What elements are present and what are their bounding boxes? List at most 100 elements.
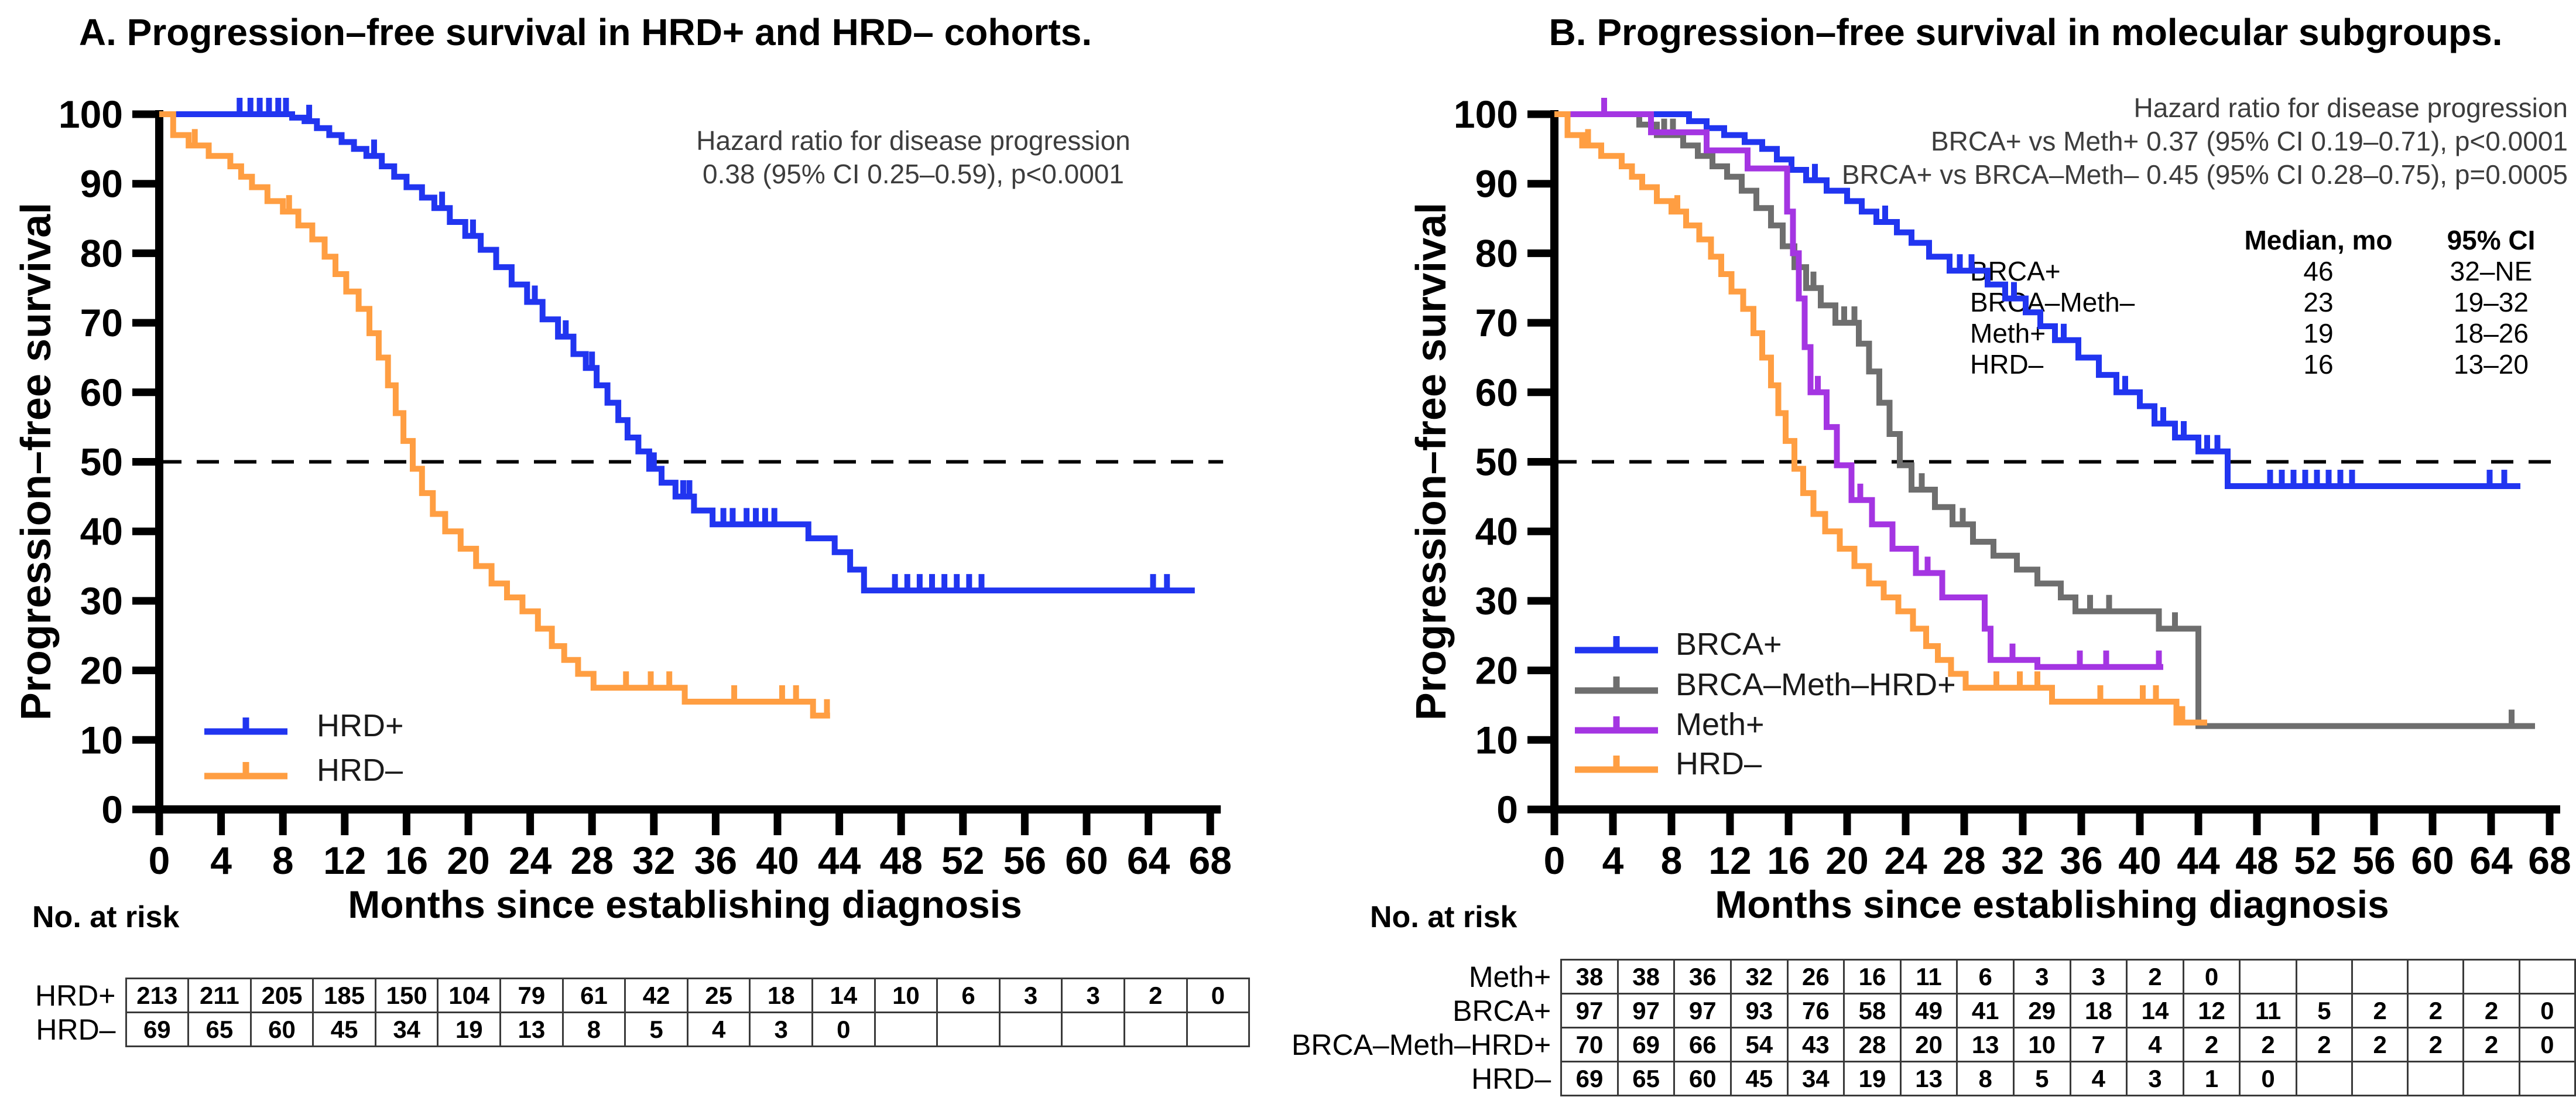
median-table-row-HRD–: HRD– 16 13–20 <box>1970 348 2567 380</box>
risk-cell: 3 <box>2069 959 2128 995</box>
risk-cell: 13 <box>499 1012 564 1047</box>
risk-cell: 66 <box>1673 1027 1732 1062</box>
x-tick-label: 68 <box>2528 839 2571 882</box>
y-tick-label: 100 <box>59 93 123 136</box>
risk-cell <box>873 1012 938 1047</box>
risk-row-label: HRD+ <box>35 979 116 1012</box>
x-tick-label: 60 <box>2411 839 2454 882</box>
risk-cell: 6 <box>1956 959 2015 995</box>
y-tick-label: 80 <box>1475 231 1518 275</box>
risk-cell: 211 <box>187 978 252 1013</box>
y-tick-label: 30 <box>1475 579 1518 623</box>
risk-cell <box>998 1012 1063 1047</box>
panel-b-no-at-risk-label: No. at risk <box>1370 900 1517 934</box>
risk-row-label: HRD– <box>36 1013 116 1046</box>
panel-b-hazard-ratio-annotation: Hazard ratio for disease progression BRCA… <box>1573 91 2568 192</box>
risk-cell: 5 <box>624 1012 688 1047</box>
x-tick-label: 32 <box>2001 839 2044 882</box>
risk-cell: 18 <box>749 978 814 1013</box>
risk-cell: 0 <box>2518 1027 2576 1062</box>
y-tick-label: 10 <box>1475 718 1518 761</box>
median-table-header: Median, mo 95% CI <box>1970 224 2567 255</box>
risk-cell: 2 <box>2462 993 2520 1028</box>
risk-row-HRD–: HRD– 69 65 60 45 34 19 13 8 5 4 3 0 <box>9 1012 1251 1047</box>
panel-b: B. Progression–free survival in molecula… <box>1288 0 2576 1114</box>
risk-cell: 25 <box>686 978 751 1013</box>
risk-cell: 2 <box>2351 993 2409 1028</box>
panel-a-risk-table: HRD+ 213 211 205 185 150 104 79 61 42 25 18 14 10 6 3 3 2… <box>9 978 1251 1047</box>
risk-cell: 36 <box>1673 959 1732 995</box>
risk-cell: 5 <box>2295 993 2354 1028</box>
x-tick-label: 64 <box>1127 839 1170 882</box>
y-tick-label: 0 <box>101 788 123 831</box>
y-tick-label: 10 <box>80 718 123 761</box>
risk-cell: 69 <box>1616 1027 1676 1062</box>
risk-cell: 10 <box>873 978 938 1013</box>
risk-cell: 19 <box>437 1012 502 1047</box>
panel-b-median-table: Median, mo 95% CI BRCA+ 46 32–NE BRCA–Meth– 23… <box>1970 224 2567 380</box>
y-tick-label: 70 <box>80 301 123 344</box>
risk-cell: 76 <box>1786 993 1845 1028</box>
risk-cell <box>2518 959 2576 995</box>
median-table-row-BRCA+: BRCA+ 46 32–NE <box>1970 255 2567 286</box>
km-curve-BRCA–Meth–HRD+ <box>1554 111 2535 729</box>
panel-a: A. Progression–free survival in HRD+ and… <box>9 11 1251 1047</box>
median-row-ci: 18–26 <box>2454 317 2529 348</box>
y-tick-label: 0 <box>1496 788 1518 831</box>
risk-row-HRD+: HRD+ 213 211 205 185 150 104 79 61 42 25 18 14 10 6 3 3 2… <box>9 978 1251 1013</box>
panel-b-title: B. Progression–free survival in molecula… <box>1549 11 2503 53</box>
risk-cell: 13 <box>1956 1027 2015 1062</box>
hazard-ratio-line: 0.38 (95% CI 0.25–0.59), p<0.0001 <box>703 159 1124 189</box>
risk-cell: 2 <box>2407 993 2465 1028</box>
risk-cell: 4 <box>686 1012 751 1047</box>
risk-cell: 60 <box>249 1012 314 1047</box>
risk-cell <box>1061 1012 1125 1047</box>
risk-cell: 79 <box>499 978 564 1013</box>
x-tick-label: 16 <box>385 839 428 882</box>
hazard-ratio-line: Hazard ratio for disease progression <box>696 125 1131 156</box>
x-tick-label: 12 <box>1708 839 1751 882</box>
risk-cell: 54 <box>1730 1027 1789 1062</box>
x-tick-label: 40 <box>756 839 799 882</box>
no-at-risk-table: HRD+ 213 211 205 185 150 104 79 61 42 25 18 14 10 6 3 3 2… <box>9 978 1251 1047</box>
risk-cell: 6 <box>936 978 1001 1013</box>
risk-cell: 26 <box>1786 959 1845 995</box>
km-curve-BRCA+ <box>1554 111 2520 489</box>
risk-cell: 2 <box>2239 1027 2297 1062</box>
risk-cell <box>2462 959 2520 995</box>
risk-cell: 18 <box>2069 993 2128 1028</box>
risk-cell: 34 <box>1786 1061 1845 1096</box>
risk-cell: 20 <box>1899 1027 1958 1062</box>
risk-cell: 2 <box>1123 978 1188 1013</box>
risk-cell: 65 <box>187 1012 252 1047</box>
risk-cell: 38 <box>1560 959 1619 995</box>
x-tick-label: 24 <box>1884 839 1927 882</box>
risk-cell: 0 <box>2182 959 2241 995</box>
risk-cell: 0 <box>811 1012 876 1047</box>
risk-cell: 5 <box>2012 1061 2071 1096</box>
y-tick-label: 60 <box>1475 371 1518 414</box>
risk-cell <box>2295 1061 2354 1096</box>
risk-cell: 11 <box>1899 959 1958 995</box>
risk-cell: 38 <box>1616 959 1676 995</box>
risk-cell: 41 <box>1956 993 2015 1028</box>
y-tick-label: 90 <box>1475 162 1518 206</box>
risk-cell <box>2518 1061 2576 1096</box>
x-tick-label: 24 <box>509 839 552 882</box>
risk-cell: 43 <box>1786 1027 1845 1062</box>
panel-a-no-at-risk-label: No. at risk <box>32 900 180 934</box>
x-tick-label: 32 <box>632 839 675 882</box>
risk-cell: 213 <box>125 978 190 1013</box>
risk-cell: 97 <box>1616 993 1676 1028</box>
median-table-row-Meth+: Meth+ 19 18–26 <box>1970 317 2567 348</box>
risk-cell: 69 <box>125 1012 190 1047</box>
risk-cell <box>2239 959 2297 995</box>
median-row-ci: 13–20 <box>2454 348 2529 380</box>
x-tick-label: 12 <box>323 839 366 882</box>
median-row-value: 16 <box>2303 348 2334 380</box>
median-table-header-median: Median, mo <box>2244 224 2393 255</box>
risk-cell: 3 <box>1061 978 1125 1013</box>
hazard-ratio-line: BRCA+ vs Meth+ 0.37 (95% CI 0.19–0.71), … <box>1930 126 2568 156</box>
risk-cell: 205 <box>249 978 314 1013</box>
y-tick-label: 20 <box>80 649 123 692</box>
